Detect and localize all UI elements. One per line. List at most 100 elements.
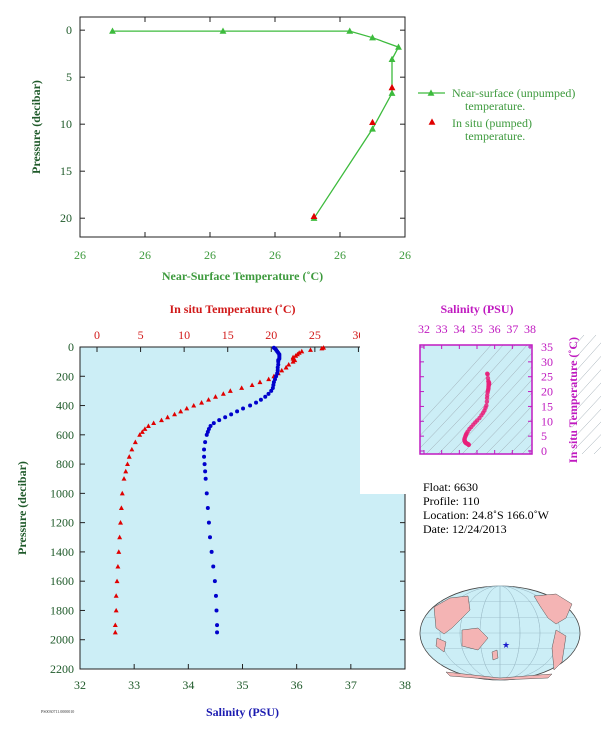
temp-tick-label: 25 [309, 328, 321, 342]
temperature-point [129, 446, 135, 452]
temperature-point [116, 549, 122, 554]
float-info-profile: Profile: 110 [423, 494, 480, 508]
near-surface-point [109, 27, 116, 34]
salinity-point [217, 418, 222, 423]
temperature-point [266, 376, 272, 382]
y-tick-label: 2200 [50, 662, 74, 676]
sal-axis-label: Salinity (PSU) [206, 705, 279, 719]
salinity-point [212, 579, 217, 584]
ts-frame [419, 344, 533, 455]
salinity-point [263, 394, 268, 399]
y-tick-label: 15 [60, 164, 72, 178]
near-surface-point [369, 34, 376, 41]
temperature-point [286, 361, 292, 367]
temperature-point [113, 607, 119, 613]
temperature-point [145, 423, 151, 428]
temperature-point [283, 364, 289, 370]
salinity-point [206, 520, 211, 525]
y-tick-label: 2000 [50, 633, 74, 647]
plot-frame [79, 16, 406, 238]
ts-point [466, 442, 471, 447]
salinity-point [235, 409, 240, 414]
salinity-point [269, 388, 274, 393]
plot-area [79, 346, 406, 670]
sal-tick-label: 36 [291, 678, 303, 692]
salinity-point [208, 424, 213, 429]
near-surface-chart: 0 5 10 15 20 26 26 26 26 26 26 Near-Surface Tempera… [29, 16, 575, 283]
density-contour [413, 334, 525, 455]
temperature-point [121, 476, 127, 481]
y-tick-label: 600 [56, 428, 74, 442]
y-tick-label: 200 [56, 369, 74, 383]
x-tick-label: 26 [334, 248, 346, 262]
mask-top [420, 315, 532, 345]
ts-y-tick-label: 0 [541, 444, 547, 458]
temperature-point [139, 429, 145, 434]
salinity-point [208, 535, 212, 540]
ts-y-tick-label: 35 [541, 340, 553, 354]
salinity-point [202, 454, 207, 459]
ts-y-tick-label: 20 [541, 385, 553, 399]
density-contour [425, 334, 537, 455]
near-surface-point [388, 89, 396, 96]
density-contour [569, 421, 601, 455]
temperature-point [184, 405, 190, 411]
y-axis-label: Pressure (decibar) [29, 80, 43, 174]
temperature-point [319, 345, 325, 351]
temperature-point [293, 353, 299, 358]
legend-near-surface-marker [427, 89, 435, 96]
in-situ-point [388, 83, 396, 91]
ts-y-tick-label: 10 [541, 414, 553, 428]
temp-axis-label: In situ Temperature (˚C) [169, 302, 295, 316]
salinity-point [214, 608, 219, 613]
x-axis-label: Near-Surface Temperature (˚C) [162, 269, 323, 283]
y-tick-label: 800 [56, 457, 74, 471]
float-info: Float: 6630 Profile: 110 Location: 24.8˚… [423, 480, 550, 536]
sal-tick-label: 38 [399, 678, 411, 692]
x-tick-label: 26 [139, 248, 151, 262]
near-surface-point [219, 27, 227, 34]
temperature-point [257, 379, 263, 385]
temperature-point [137, 432, 143, 437]
x-tick-label: 26 [269, 248, 281, 262]
near-surface-point [369, 125, 376, 132]
temperature-point [125, 461, 130, 467]
temp-tick-label: 0 [94, 328, 100, 342]
ts-x-tick-label: 32 [418, 322, 430, 336]
temperature-point [199, 400, 205, 405]
map-land-antarctica [445, 671, 553, 681]
temperature-point [165, 414, 171, 420]
temperature-point [239, 385, 245, 390]
map-land-africa [435, 637, 447, 653]
ts-point [484, 399, 490, 404]
temperature-point [126, 454, 132, 459]
near-surface-point [388, 55, 396, 63]
temperature-point [249, 382, 255, 388]
salinity-point [254, 400, 259, 405]
ts-plot-area [419, 344, 533, 455]
temp-tick-label: 10 [178, 328, 190, 342]
temperature-point [178, 408, 184, 414]
ts-y-tick-label: 25 [541, 370, 553, 384]
y-tick-label: 10 [60, 117, 72, 131]
temperature-point [112, 629, 118, 635]
y-tick-label: 0 [66, 23, 72, 37]
salinity-point [204, 491, 209, 496]
x-tick-label: 26 [204, 248, 216, 262]
salinity-point [248, 403, 253, 408]
salinity-point [229, 412, 234, 417]
ts-y-label: In situ Temperature (˚C) [566, 337, 580, 463]
salinity-point [215, 630, 220, 635]
y-tick-label: 1600 [50, 574, 74, 588]
map-land-nz [491, 649, 499, 661]
mask-right [532, 315, 572, 465]
mask-left [360, 315, 420, 465]
y-tick-label: 1400 [50, 545, 74, 559]
temperature-point [206, 397, 212, 402]
ts-x-tick-label: 38 [524, 322, 536, 336]
salinity-point [211, 564, 216, 569]
y-tick-label: 5 [66, 70, 72, 84]
map-land-south-america [551, 629, 567, 671]
ts-x-tick-label: 36 [489, 322, 501, 336]
temperature-point [213, 394, 218, 399]
